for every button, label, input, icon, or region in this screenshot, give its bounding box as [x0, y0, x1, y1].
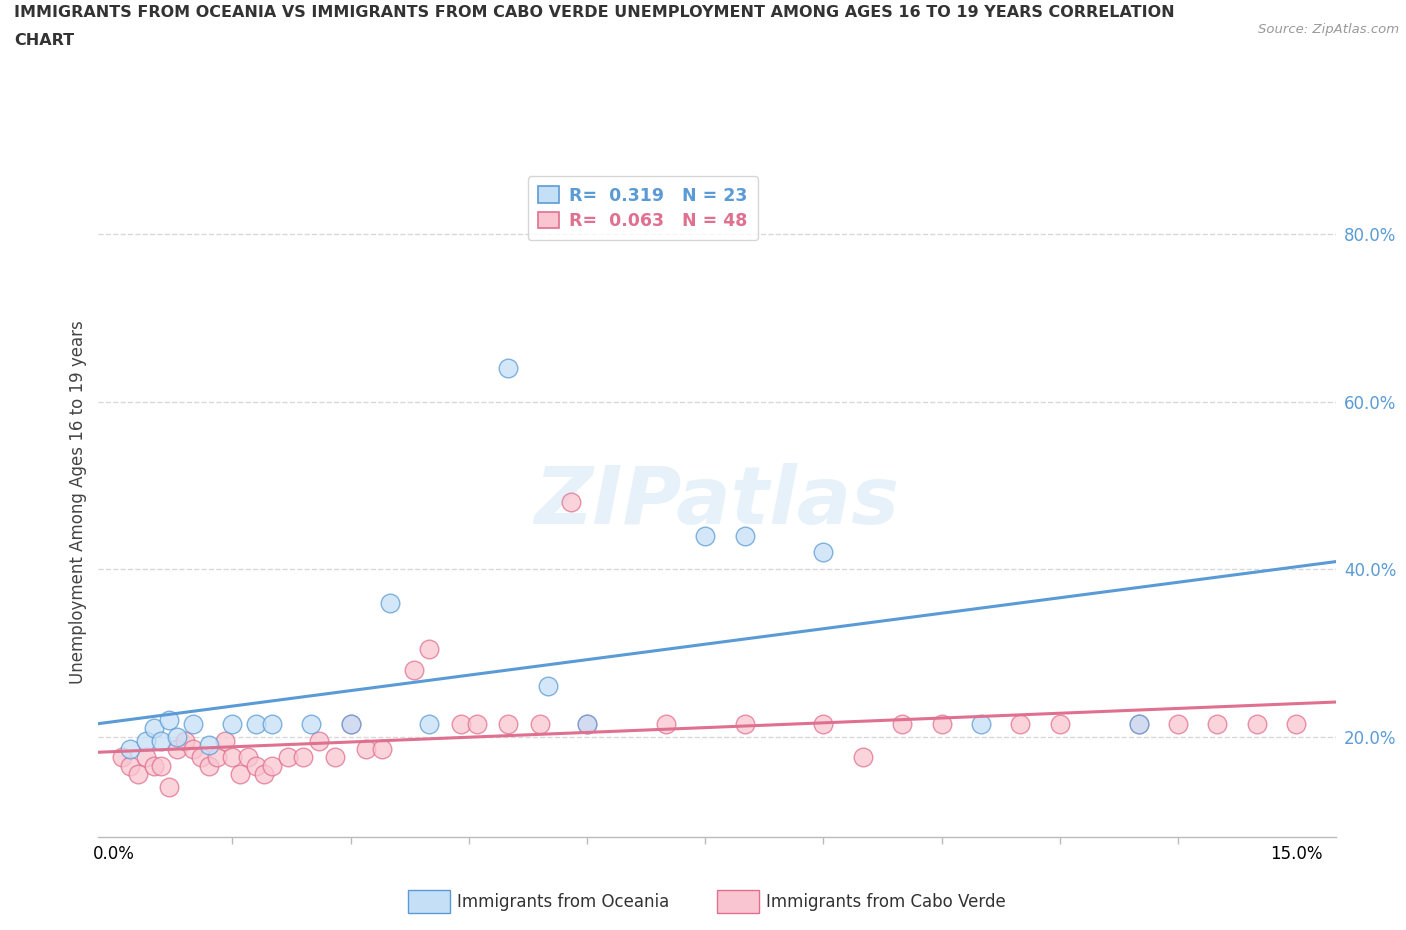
- Point: [339, 717, 361, 732]
- Point: [174, 733, 197, 748]
- Point: [190, 750, 212, 764]
- Point: [1128, 717, 1150, 732]
- Point: [465, 717, 488, 732]
- Point: [1285, 717, 1308, 732]
- Point: [576, 717, 599, 732]
- Point: [402, 662, 425, 677]
- Point: [536, 679, 558, 694]
- Point: [323, 750, 346, 764]
- Point: [157, 712, 180, 727]
- Point: [496, 717, 519, 732]
- Point: [260, 759, 283, 774]
- Point: [734, 717, 756, 732]
- Point: [655, 717, 678, 732]
- Point: [356, 742, 378, 757]
- Point: [181, 742, 204, 757]
- Text: Immigrants from Cabo Verde: Immigrants from Cabo Verde: [766, 893, 1007, 911]
- Point: [852, 750, 875, 764]
- Point: [1128, 717, 1150, 732]
- Point: [891, 717, 914, 732]
- Point: [339, 717, 361, 732]
- Point: [418, 642, 440, 657]
- Point: [150, 733, 173, 748]
- Point: [135, 733, 157, 748]
- Point: [1246, 717, 1268, 732]
- Text: CHART: CHART: [14, 33, 75, 47]
- Point: [560, 495, 582, 510]
- Point: [142, 721, 165, 736]
- Y-axis label: Unemployment Among Ages 16 to 19 years: Unemployment Among Ages 16 to 19 years: [69, 320, 87, 684]
- Point: [299, 717, 322, 732]
- Point: [142, 759, 165, 774]
- Point: [1167, 717, 1189, 732]
- Point: [197, 759, 219, 774]
- Point: [1010, 717, 1032, 732]
- Point: [695, 528, 717, 543]
- Point: [150, 759, 173, 774]
- Legend: R=  0.319   N = 23, R=  0.063   N = 48: R= 0.319 N = 23, R= 0.063 N = 48: [527, 176, 758, 240]
- Point: [221, 750, 243, 764]
- Point: [181, 717, 204, 732]
- Point: [229, 766, 252, 781]
- Point: [118, 759, 141, 774]
- Point: [157, 779, 180, 794]
- Point: [166, 742, 188, 757]
- Point: [214, 733, 236, 748]
- Text: Immigrants from Oceania: Immigrants from Oceania: [457, 893, 669, 911]
- Point: [529, 717, 551, 732]
- Point: [450, 717, 472, 732]
- Point: [418, 717, 440, 732]
- Point: [127, 766, 149, 781]
- Point: [734, 528, 756, 543]
- Point: [292, 750, 315, 764]
- Point: [166, 729, 188, 744]
- Point: [253, 766, 276, 781]
- Point: [371, 742, 394, 757]
- Point: [496, 361, 519, 376]
- Text: Source: ZipAtlas.com: Source: ZipAtlas.com: [1258, 23, 1399, 36]
- Point: [245, 759, 267, 774]
- Text: ZIPatlas: ZIPatlas: [534, 463, 900, 541]
- Point: [378, 595, 401, 610]
- Point: [1206, 717, 1229, 732]
- Point: [931, 717, 953, 732]
- Point: [260, 717, 283, 732]
- Point: [221, 717, 243, 732]
- Point: [970, 717, 993, 732]
- Point: [118, 742, 141, 757]
- Point: [576, 717, 599, 732]
- Text: IMMIGRANTS FROM OCEANIA VS IMMIGRANTS FROM CABO VERDE UNEMPLOYMENT AMONG AGES 16: IMMIGRANTS FROM OCEANIA VS IMMIGRANTS FR…: [14, 5, 1174, 20]
- Point: [135, 750, 157, 764]
- Point: [236, 750, 259, 764]
- Point: [1049, 717, 1071, 732]
- Point: [197, 737, 219, 752]
- Point: [277, 750, 299, 764]
- Point: [205, 750, 228, 764]
- Point: [111, 750, 134, 764]
- Point: [813, 717, 835, 732]
- Point: [245, 717, 267, 732]
- Point: [308, 733, 330, 748]
- Point: [813, 545, 835, 560]
